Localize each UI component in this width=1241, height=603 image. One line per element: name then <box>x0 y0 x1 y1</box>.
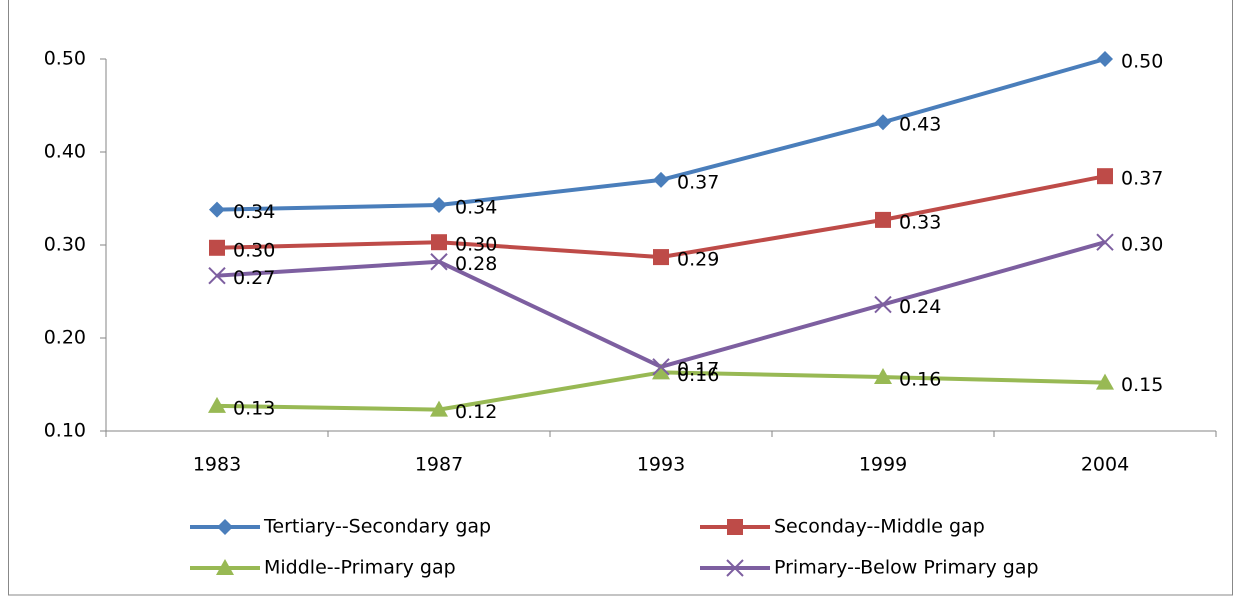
marker <box>431 234 447 251</box>
data-label: 0.17 <box>677 358 719 380</box>
marker <box>430 253 448 271</box>
marker <box>653 249 669 266</box>
data-label: 0.29 <box>677 249 719 271</box>
marker <box>652 363 670 380</box>
data-label: 0.13 <box>233 397 275 419</box>
x-tick-label: 1983 <box>193 454 241 476</box>
y-tick-label: 0.40 <box>44 141 86 163</box>
marker <box>216 559 234 575</box>
marker <box>209 201 225 218</box>
x-tick-label: 1987 <box>415 454 463 476</box>
marker <box>1096 233 1114 251</box>
y-tick-label: 0.20 <box>44 327 86 349</box>
data-label: 0.30 <box>455 234 497 256</box>
data-label: 0.16 <box>899 369 941 391</box>
data-label: 0.28 <box>455 253 497 275</box>
data-label: 0.34 <box>233 201 275 223</box>
chart-border <box>8 0 1233 596</box>
marker <box>874 295 892 314</box>
data-label: 0.33 <box>899 211 941 233</box>
data-label: 0.34 <box>455 197 497 219</box>
x-tick-label: 1999 <box>859 454 907 476</box>
marker <box>208 396 226 413</box>
x-tick-label: 1993 <box>637 454 685 476</box>
marker <box>208 266 226 285</box>
legend-label: Middle--Primary gap <box>264 557 456 579</box>
marker <box>217 519 233 535</box>
legend-label: Tertiary--Secondary gap <box>263 516 491 538</box>
marker <box>1097 51 1113 67</box>
data-label: 0.37 <box>1121 168 1163 190</box>
marker <box>431 197 447 214</box>
data-label: 0.30 <box>1121 234 1163 256</box>
marker <box>875 114 891 131</box>
y-tick-label: 0.30 <box>44 234 86 256</box>
marker <box>1097 168 1113 185</box>
data-label: 0.43 <box>899 114 941 136</box>
marker <box>874 368 892 385</box>
legend-label: Primary--Below Primary gap <box>774 557 1039 579</box>
data-label: 0.50 <box>1121 51 1163 73</box>
data-label: 0.37 <box>677 171 719 193</box>
y-tick-label: 0.10 <box>44 420 86 442</box>
y-tick-label: 0.50 <box>44 48 86 70</box>
data-label: 0.12 <box>455 401 497 423</box>
x-tick-label: 2004 <box>1081 454 1129 476</box>
marker <box>652 358 670 376</box>
data-label: 0.27 <box>233 267 275 289</box>
marker <box>727 519 743 535</box>
marker <box>875 211 891 228</box>
data-label: 0.30 <box>233 239 275 261</box>
data-label: 0.16 <box>677 364 719 386</box>
marker <box>653 171 669 188</box>
data-label: 0.24 <box>899 296 941 318</box>
data-label: 0.15 <box>1121 374 1163 396</box>
marker <box>430 400 448 417</box>
legend-label: Seconday--Middle gap <box>774 516 985 538</box>
marker <box>209 239 225 256</box>
marker <box>1096 373 1114 390</box>
marker <box>726 559 744 577</box>
